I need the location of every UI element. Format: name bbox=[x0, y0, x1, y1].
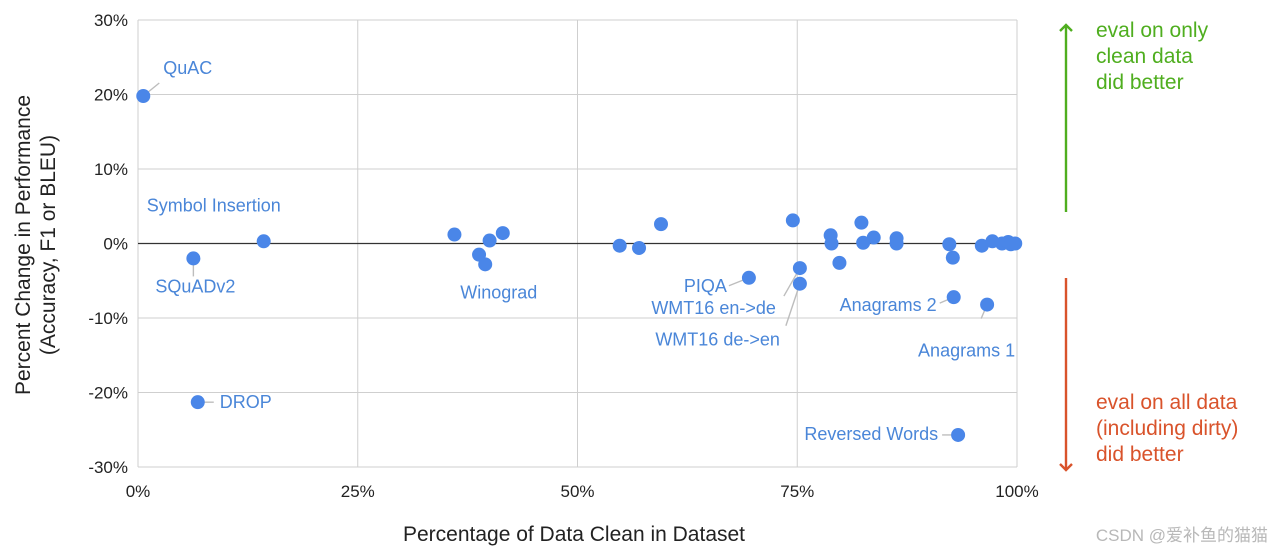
point-labels: QuAC Symbol Insertion SQuADv2 DROP Winograd P… bbox=[147, 58, 1015, 444]
annotation-dirty-better: eval on all data (including dirty) did b… bbox=[1059, 278, 1238, 472]
data-point bbox=[478, 257, 493, 272]
y-tick-label: 0% bbox=[103, 235, 128, 254]
data-point bbox=[136, 88, 151, 103]
point-label: DROP bbox=[220, 392, 272, 412]
point-label: Anagrams 1 bbox=[918, 341, 1015, 361]
data-point bbox=[186, 251, 201, 266]
annotation-dirty-line-2: (including dirty) bbox=[1096, 417, 1238, 440]
data-point bbox=[792, 276, 807, 291]
label-connectors bbox=[142, 82, 988, 436]
point-label: Anagrams 2 bbox=[840, 295, 937, 315]
data-point bbox=[856, 235, 871, 250]
x-tick-label: 100% bbox=[995, 482, 1038, 501]
data-point bbox=[946, 290, 961, 305]
point-label: Reversed Words bbox=[804, 424, 938, 444]
data-point bbox=[945, 250, 960, 265]
data-point bbox=[980, 297, 995, 312]
x-tick-label: 0% bbox=[126, 482, 151, 501]
data-point bbox=[792, 261, 807, 276]
data-point bbox=[1008, 236, 1023, 251]
tick-labels: 30% 20% 10% 0% -10% -20% -30% 0% 25% 50% 75% 100% bbox=[88, 11, 1038, 501]
point-label: WMT16 en->de bbox=[651, 298, 776, 318]
annotation-clean-line-3: did better bbox=[1096, 71, 1184, 94]
data-points bbox=[136, 88, 1023, 442]
data-point bbox=[256, 234, 271, 249]
x-axis-title: Percentage of Data Clean in Dataset bbox=[403, 523, 745, 546]
x-tick-label: 50% bbox=[560, 482, 594, 501]
point-label: PIQA bbox=[684, 276, 727, 296]
y-tick-label: 10% bbox=[94, 160, 128, 179]
data-point bbox=[190, 395, 205, 410]
y-tick-label: -20% bbox=[88, 384, 128, 403]
data-point bbox=[974, 238, 989, 253]
point-label: WMT16 de->en bbox=[655, 330, 780, 350]
point-label: QuAC bbox=[163, 58, 212, 78]
annotation-clean-line-1: eval on only bbox=[1096, 19, 1209, 42]
point-label: Winograd bbox=[460, 282, 537, 302]
data-point bbox=[447, 227, 462, 242]
data-point bbox=[482, 233, 497, 248]
y-axis-title-line-2: (Accuracy, F1 or BLEU) bbox=[37, 135, 60, 355]
data-point bbox=[824, 236, 839, 251]
annotation-dirty-line-3: did better bbox=[1096, 443, 1184, 466]
annotation-clean-line-2: clean data bbox=[1096, 45, 1193, 68]
data-point bbox=[654, 217, 669, 232]
data-point bbox=[854, 215, 869, 230]
data-point bbox=[741, 270, 756, 285]
y-tick-label: 20% bbox=[94, 86, 128, 105]
point-label: Symbol Insertion bbox=[147, 195, 281, 215]
data-point bbox=[889, 236, 904, 251]
data-point bbox=[612, 238, 627, 253]
data-point bbox=[832, 255, 847, 270]
label-connector bbox=[785, 283, 801, 326]
y-axis-title: Percent Change in Performance (Accuracy,… bbox=[12, 95, 60, 395]
data-point bbox=[951, 427, 966, 442]
annotation-clean-better: eval on only clean data did better bbox=[1059, 19, 1209, 212]
y-tick-label: -30% bbox=[88, 458, 128, 477]
x-tick-label: 25% bbox=[341, 482, 375, 501]
data-point bbox=[942, 237, 957, 252]
data-point bbox=[785, 213, 800, 228]
data-point bbox=[866, 230, 881, 245]
data-point bbox=[632, 240, 647, 255]
y-tick-label: -10% bbox=[88, 309, 128, 328]
data-point bbox=[495, 226, 510, 241]
x-tick-label: 75% bbox=[780, 482, 814, 501]
y-tick-label: 30% bbox=[94, 11, 128, 30]
point-label: SQuADv2 bbox=[155, 276, 235, 296]
y-axis-title-line-1: Percent Change in Performance bbox=[12, 95, 35, 395]
annotation-dirty-line-1: eval on all data bbox=[1096, 391, 1238, 414]
watermark: CSDN @爱补鱼的猫猫 bbox=[1096, 526, 1268, 545]
